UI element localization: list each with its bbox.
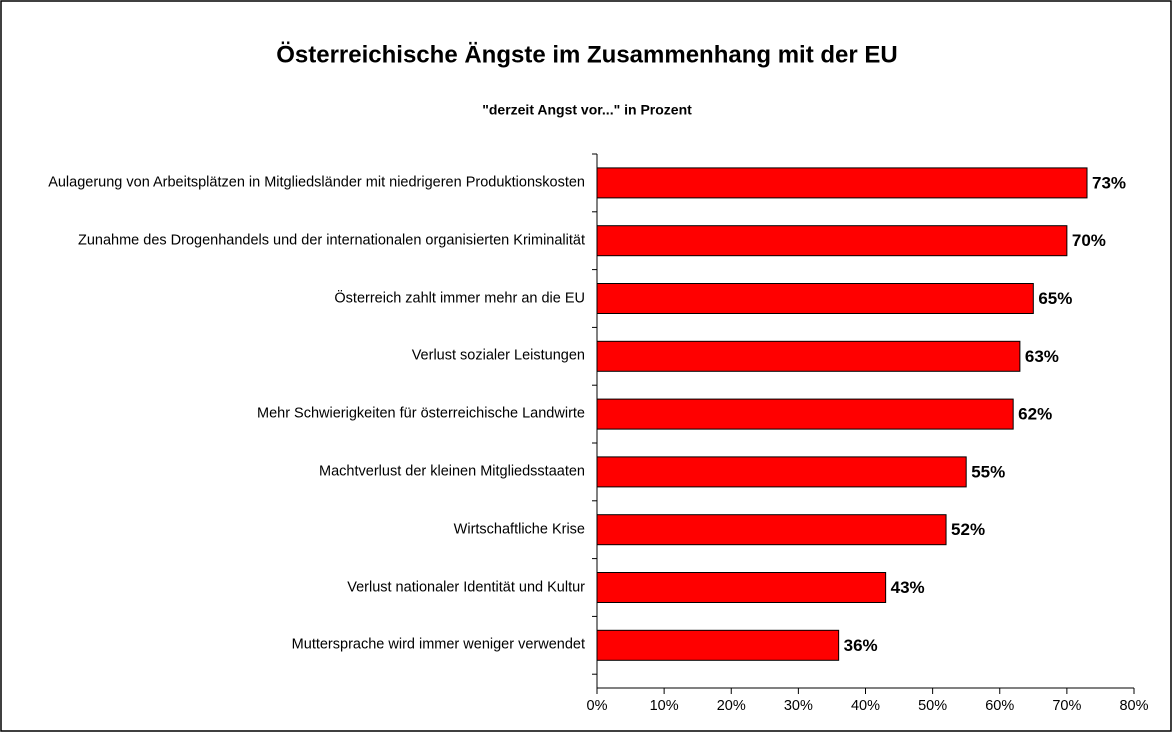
value-label: 65% (1038, 289, 1072, 308)
category-label: Machtverlust der kleinen Mitgliedsstaate… (319, 463, 585, 480)
category-label: Mehr Schwierigkeiten für österreichische… (256, 405, 585, 422)
x-tick-label: 20% (717, 698, 746, 714)
value-label: 63% (1025, 347, 1059, 366)
value-label: 62% (1018, 405, 1052, 424)
chart-subtitle: "derzeit Angst vor..." in Prozent (482, 102, 692, 118)
category-label: Verlust nationaler Identität und Kultur (347, 579, 585, 595)
category-label: Muttersprache wird immer weniger verwend… (291, 636, 585, 653)
chart-title: Österreichische Ängste im Zusammenhang m… (276, 41, 898, 68)
bar (596, 225, 1068, 257)
x-tick-label: 50% (918, 698, 947, 714)
value-label: 52% (951, 520, 985, 539)
x-tick-label: 10% (650, 698, 679, 714)
value-label: 36% (844, 636, 878, 655)
category-label: Österreich zahlt immer mehr an die EU (334, 290, 585, 306)
value-label: 70% (1072, 231, 1106, 250)
bar (596, 283, 1034, 314)
value-label: 55% (971, 462, 1005, 481)
bar (596, 167, 1088, 199)
category-label: Wirtschaftliche Krise (453, 521, 585, 538)
x-tick-label: 70% (1052, 698, 1081, 714)
value-label: 73% (1092, 173, 1126, 192)
x-tick-label: 40% (851, 698, 880, 714)
bar (596, 514, 947, 546)
category-label: Zunahme des Drogenhandels und der intern… (77, 232, 585, 249)
x-tick-label: 30% (784, 698, 813, 714)
category-label: Verlust sozialer Leistungen (411, 347, 585, 364)
x-tick-label: 80% (1119, 698, 1148, 714)
value-label: 43% (891, 578, 925, 597)
bar (596, 340, 1021, 372)
x-tick-label: 0% (587, 698, 608, 714)
x-tick-label: 60% (985, 698, 1014, 714)
bar (596, 572, 887, 603)
bar (596, 398, 1014, 430)
bar (596, 629, 840, 661)
category-label: Aulagerung von Arbeitsplätzen in Mitglie… (48, 174, 585, 191)
bar (596, 456, 967, 488)
